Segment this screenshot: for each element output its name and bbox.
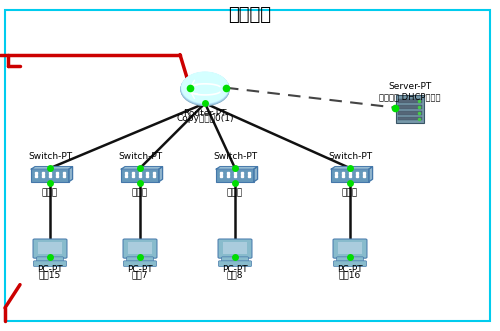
- Circle shape: [182, 72, 228, 103]
- Text: PC-PT: PC-PT: [37, 265, 63, 274]
- Text: Switch-PT: Switch-PT: [328, 152, 372, 161]
- FancyBboxPatch shape: [338, 242, 362, 254]
- FancyBboxPatch shape: [33, 239, 67, 258]
- Text: Switch-PT: Switch-PT: [118, 152, 162, 161]
- Polygon shape: [31, 166, 72, 169]
- Text: 人事处: 人事处: [227, 188, 243, 197]
- FancyBboxPatch shape: [36, 257, 64, 262]
- Circle shape: [181, 73, 229, 105]
- FancyBboxPatch shape: [223, 242, 247, 254]
- FancyBboxPatch shape: [398, 99, 421, 103]
- Polygon shape: [69, 166, 72, 182]
- FancyBboxPatch shape: [123, 239, 157, 258]
- Text: 主机16: 主机16: [339, 271, 361, 280]
- Circle shape: [181, 73, 229, 105]
- Text: 教务处: 教务处: [342, 188, 358, 197]
- FancyBboxPatch shape: [128, 242, 152, 254]
- Text: 主机15: 主机15: [39, 271, 61, 280]
- Polygon shape: [122, 166, 162, 169]
- FancyBboxPatch shape: [126, 257, 154, 262]
- FancyBboxPatch shape: [398, 111, 421, 115]
- Text: 主机8: 主机8: [227, 271, 243, 280]
- Text: 行政园区 DHCP服务器: 行政园区 DHCP服务器: [380, 92, 441, 101]
- Text: 总务处: 总务处: [132, 188, 148, 197]
- Text: Switch-PT: Switch-PT: [28, 152, 72, 161]
- FancyBboxPatch shape: [218, 261, 252, 266]
- FancyBboxPatch shape: [333, 239, 367, 258]
- Polygon shape: [159, 166, 162, 182]
- FancyBboxPatch shape: [396, 95, 424, 123]
- Text: PC-PT: PC-PT: [337, 265, 363, 274]
- Polygon shape: [254, 166, 258, 182]
- FancyBboxPatch shape: [398, 105, 421, 109]
- FancyBboxPatch shape: [34, 261, 66, 266]
- FancyBboxPatch shape: [124, 261, 156, 266]
- FancyBboxPatch shape: [331, 169, 368, 182]
- Circle shape: [182, 73, 228, 104]
- Circle shape: [181, 73, 229, 105]
- Text: Router-PT: Router-PT: [183, 109, 227, 118]
- FancyBboxPatch shape: [122, 169, 159, 182]
- FancyBboxPatch shape: [216, 169, 254, 182]
- FancyBboxPatch shape: [334, 261, 366, 266]
- Text: PC-PT: PC-PT: [127, 265, 153, 274]
- Circle shape: [182, 73, 228, 104]
- FancyBboxPatch shape: [31, 169, 69, 182]
- FancyBboxPatch shape: [336, 257, 363, 262]
- Text: Server-PT: Server-PT: [388, 82, 432, 91]
- FancyBboxPatch shape: [222, 257, 248, 262]
- Text: Switch-PT: Switch-PT: [213, 152, 257, 161]
- Text: PC-PT: PC-PT: [222, 265, 248, 274]
- FancyBboxPatch shape: [218, 239, 252, 258]
- Text: Copy路由器0(1): Copy路由器0(1): [176, 114, 234, 123]
- Text: 行政园区: 行政园区: [228, 6, 272, 24]
- FancyBboxPatch shape: [38, 242, 62, 254]
- Text: 财务处: 财务处: [42, 188, 58, 197]
- FancyBboxPatch shape: [398, 117, 421, 120]
- Text: 主机7: 主机7: [132, 271, 148, 280]
- Polygon shape: [331, 166, 372, 169]
- Polygon shape: [216, 166, 258, 169]
- Polygon shape: [368, 166, 372, 182]
- Circle shape: [182, 72, 228, 103]
